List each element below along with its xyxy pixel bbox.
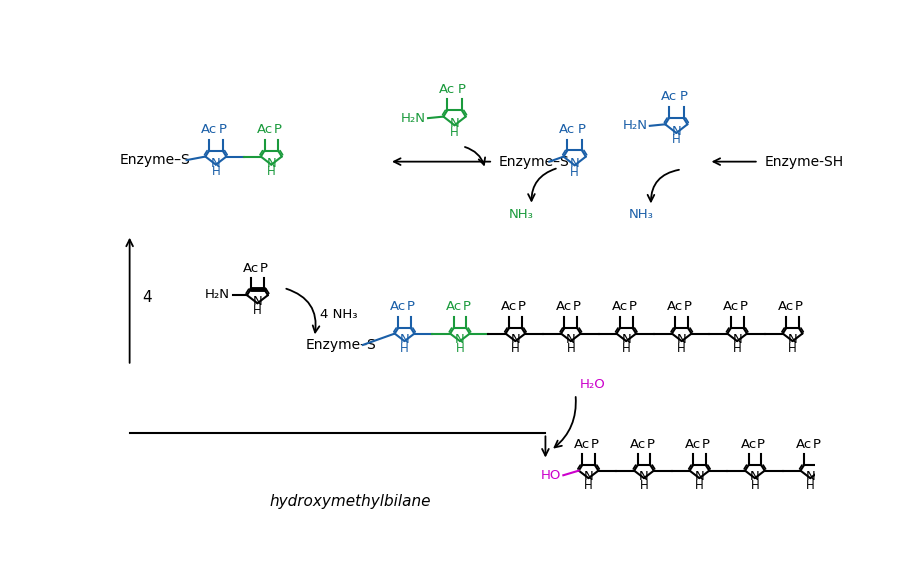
Text: N: N <box>211 156 221 170</box>
Text: P: P <box>646 437 655 451</box>
Text: Ac: Ac <box>559 123 576 136</box>
Text: H: H <box>450 126 459 138</box>
Text: Enzyme–S: Enzyme–S <box>498 155 569 168</box>
Text: hydroxymethylbilane: hydroxymethylbilane <box>270 494 431 509</box>
Text: P: P <box>702 437 710 451</box>
Text: P: P <box>577 123 586 136</box>
Text: N: N <box>449 117 459 130</box>
Text: H: H <box>511 342 519 354</box>
Text: Ac: Ac <box>256 123 272 136</box>
Text: N: N <box>566 333 576 346</box>
Text: Enzyme-SH: Enzyme-SH <box>765 155 844 168</box>
Text: Ac: Ac <box>390 301 406 313</box>
Text: Ac: Ac <box>501 301 518 313</box>
Text: P: P <box>261 261 268 275</box>
Text: H: H <box>677 342 686 354</box>
Text: 4 NH₃: 4 NH₃ <box>320 308 358 321</box>
Text: HO: HO <box>540 469 561 482</box>
Text: P: P <box>794 301 803 313</box>
Text: H: H <box>212 165 221 178</box>
Text: P: P <box>684 301 692 313</box>
Text: NH₃: NH₃ <box>509 208 534 220</box>
Text: H: H <box>584 478 593 492</box>
Text: H: H <box>639 478 648 492</box>
Text: H: H <box>456 342 464 354</box>
Text: Enzyme–S: Enzyme–S <box>120 153 191 167</box>
Text: N: N <box>671 125 681 138</box>
Text: Ac: Ac <box>574 437 590 451</box>
Text: Ac: Ac <box>795 437 812 451</box>
Text: P: P <box>573 301 581 313</box>
Text: N: N <box>750 470 760 483</box>
Text: P: P <box>219 123 227 136</box>
Text: Ac: Ac <box>723 301 739 313</box>
Text: N: N <box>570 158 579 170</box>
Text: Ac: Ac <box>740 437 756 451</box>
Text: P: P <box>679 91 687 103</box>
Text: N: N <box>788 333 797 346</box>
Text: P: P <box>739 301 747 313</box>
Text: N: N <box>676 333 686 346</box>
Text: Ac: Ac <box>439 83 456 96</box>
Text: H: H <box>570 166 579 179</box>
Text: N: N <box>584 470 594 483</box>
Text: Enzyme–S: Enzyme–S <box>305 338 376 352</box>
Text: P: P <box>757 437 765 451</box>
Text: N: N <box>266 156 276 170</box>
Text: H: H <box>567 342 575 354</box>
Text: 4: 4 <box>142 290 152 305</box>
Text: N: N <box>252 295 262 308</box>
Text: Ac: Ac <box>557 301 573 313</box>
Text: Ac: Ac <box>446 301 462 313</box>
Text: N: N <box>732 333 742 346</box>
Text: NH₃: NH₃ <box>628 208 654 220</box>
Text: Ac: Ac <box>667 301 684 313</box>
Text: H: H <box>806 478 814 492</box>
Text: H₂N: H₂N <box>623 119 647 132</box>
Text: N: N <box>695 470 705 483</box>
Text: Ac: Ac <box>201 123 217 136</box>
Text: N: N <box>455 333 465 346</box>
Text: H: H <box>672 133 681 147</box>
Text: H: H <box>733 342 742 354</box>
Text: Ac: Ac <box>629 437 646 451</box>
Text: H: H <box>695 478 704 492</box>
Text: P: P <box>462 301 470 313</box>
Text: P: P <box>274 123 282 136</box>
Text: H: H <box>751 478 759 492</box>
Text: H: H <box>267 165 276 178</box>
Text: H: H <box>788 342 797 354</box>
Text: P: P <box>591 437 599 451</box>
Text: H: H <box>253 304 262 317</box>
Text: P: P <box>518 301 526 313</box>
Text: H: H <box>400 342 409 354</box>
Text: N: N <box>510 333 520 346</box>
Text: N: N <box>805 470 815 483</box>
Text: P: P <box>813 437 821 451</box>
Text: Ac: Ac <box>242 261 259 275</box>
Text: P: P <box>458 83 466 96</box>
Text: H: H <box>622 342 631 354</box>
Text: Ac: Ac <box>778 301 794 313</box>
Text: P: P <box>407 301 415 313</box>
Text: P: P <box>628 301 637 313</box>
Text: Ac: Ac <box>661 91 677 103</box>
Text: Ac: Ac <box>612 301 628 313</box>
Text: Ac: Ac <box>685 437 701 451</box>
Text: H₂N: H₂N <box>205 288 230 301</box>
Text: N: N <box>621 333 631 346</box>
Text: N: N <box>400 333 410 346</box>
Text: N: N <box>639 470 649 483</box>
Text: H₂N: H₂N <box>400 111 426 125</box>
Text: H₂O: H₂O <box>579 379 605 391</box>
